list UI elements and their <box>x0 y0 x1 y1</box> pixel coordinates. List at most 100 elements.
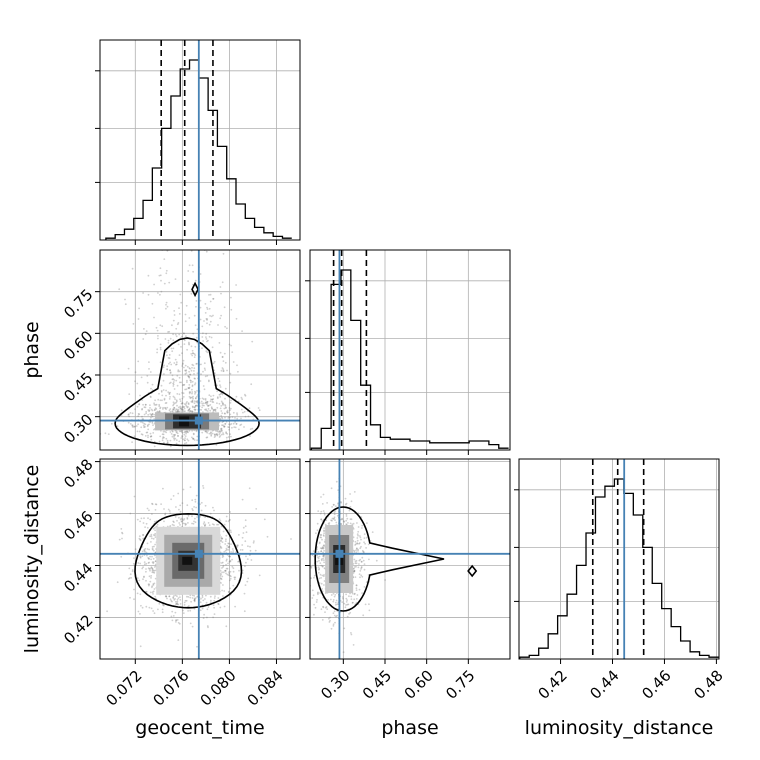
scatter-point <box>180 301 183 304</box>
truth-marker <box>335 549 344 558</box>
scatter-point <box>147 434 149 437</box>
scatter-point <box>151 502 153 505</box>
scatter-point <box>144 333 147 336</box>
scatter-point <box>355 549 357 552</box>
scatter-point <box>225 563 227 566</box>
scatter-point <box>248 487 251 490</box>
scatter-point <box>153 428 155 431</box>
scatter-point <box>311 554 314 557</box>
scatter-point <box>172 403 175 406</box>
scatter-point <box>152 610 155 612</box>
scatter-point <box>217 431 220 433</box>
scatter-point <box>140 517 143 520</box>
scatter-point <box>143 575 145 578</box>
hist-step-luminosity_distance <box>519 478 719 659</box>
scatter-point <box>143 422 146 425</box>
scatter-point <box>184 388 187 391</box>
scatter-point <box>154 532 157 535</box>
scatter-point <box>159 293 161 296</box>
scatter-point <box>312 594 315 597</box>
scatter-point <box>211 523 214 525</box>
scatter-point <box>175 619 178 622</box>
scatter-point <box>191 405 194 408</box>
scatter-point <box>335 521 338 524</box>
scatter-point <box>196 228 198 230</box>
scatter-point <box>321 588 323 590</box>
scatter-point <box>206 402 209 404</box>
scatter-point <box>146 507 149 510</box>
scatter-point <box>330 519 332 522</box>
scatter-point <box>188 375 190 378</box>
scatter-point <box>187 375 190 378</box>
scatter-point <box>162 436 165 438</box>
scatter-point <box>320 577 322 579</box>
scatter-point <box>332 600 335 603</box>
scatter-point <box>164 513 167 516</box>
scatter-point <box>220 547 223 549</box>
scatter-point <box>163 258 166 260</box>
scatter-point <box>143 517 145 520</box>
scatter-point <box>224 543 227 545</box>
scatter-point <box>200 597 202 600</box>
scatter-point <box>323 527 326 529</box>
scatter-point <box>154 407 157 409</box>
scatter-point <box>137 562 140 564</box>
scatter-point <box>228 579 231 582</box>
scatter-point <box>193 506 196 508</box>
scatter-point <box>176 410 179 413</box>
scatter-point <box>229 570 232 573</box>
scatter-point <box>202 523 205 525</box>
scatter-point <box>323 513 326 516</box>
scatter-point <box>150 413 153 416</box>
scatter-point <box>176 598 179 601</box>
scatter-point <box>137 318 140 320</box>
scatter-point <box>175 399 178 402</box>
scatter-point <box>220 562 223 564</box>
scatter-point <box>216 406 219 409</box>
scatter-point <box>206 400 209 403</box>
scatter-point <box>241 536 244 539</box>
scatter-point <box>184 404 187 406</box>
scatter-point <box>147 517 149 520</box>
scatter-point <box>222 360 225 362</box>
scatter-point <box>229 559 232 562</box>
scatter-point <box>216 430 219 433</box>
scatter-point <box>229 555 231 558</box>
scatter-point <box>219 393 222 396</box>
scatter-point <box>139 593 142 596</box>
scatter-point <box>187 409 190 411</box>
scatter-point <box>173 437 175 440</box>
scatter-point <box>181 435 184 438</box>
scatter-point <box>209 315 212 317</box>
scatter-point <box>142 522 145 524</box>
scatter-point <box>133 495 136 498</box>
scatter-point <box>191 499 194 502</box>
scatter-point <box>355 584 358 587</box>
scatter-point <box>177 492 180 495</box>
scatter-point <box>204 516 207 519</box>
scatter-point <box>152 537 155 540</box>
scatter-point <box>252 541 255 544</box>
scatter-point <box>188 367 191 369</box>
scatter-point <box>164 512 167 515</box>
scatter-point <box>357 530 360 533</box>
scatter-point <box>218 453 220 455</box>
scatter-point <box>219 396 222 398</box>
scatter-point <box>106 610 108 613</box>
scatter-point <box>136 577 139 579</box>
scatter-point <box>321 503 324 505</box>
scatter-point <box>151 548 154 551</box>
scatter-point <box>170 615 173 618</box>
scatter-point <box>341 601 344 603</box>
scatter-point <box>133 425 136 428</box>
scatter-point <box>147 424 149 426</box>
scatter-point <box>344 606 347 609</box>
scatter-point <box>229 560 232 563</box>
scatter-point <box>193 367 196 370</box>
scatter-point <box>165 307 167 310</box>
scatter-point <box>205 594 207 597</box>
scatter-point <box>151 567 153 569</box>
scatter-point <box>216 523 218 526</box>
contour-line <box>314 506 445 612</box>
